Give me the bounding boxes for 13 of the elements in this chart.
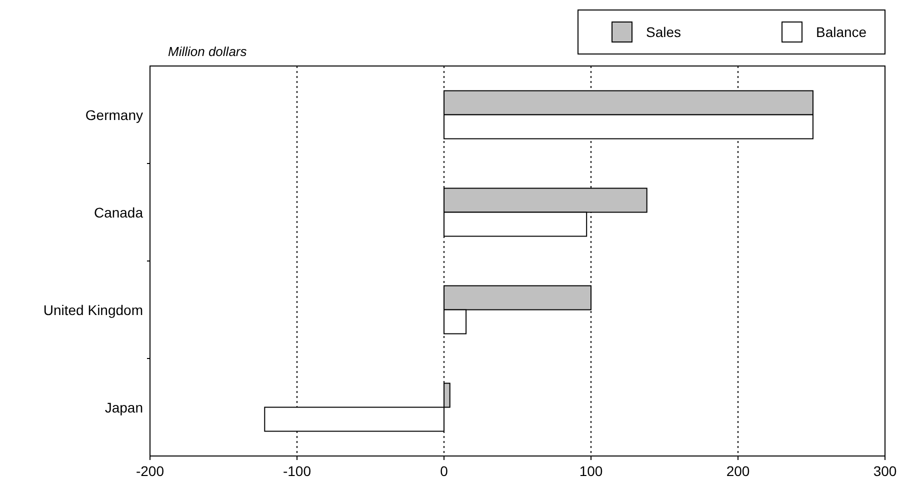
y-tick-label: Japan (104, 399, 143, 416)
legend-label: Sales (646, 24, 682, 40)
y-tick-label: Germany (85, 106, 143, 123)
x-tick-label: 200 (726, 463, 750, 479)
x-tick-label: 300 (873, 463, 897, 479)
legend-label: Balance (816, 24, 867, 40)
x-axis-title: Million dollars (168, 44, 248, 59)
x-tick-label: 100 (579, 463, 603, 479)
y-tick-label: Canada (94, 204, 144, 220)
x-tick-label: 0 (440, 463, 448, 479)
x-tick-label: -100 (282, 463, 312, 479)
x-tick-label: -200 (136, 463, 164, 479)
y-tick-label: United Kingdom (43, 302, 143, 318)
